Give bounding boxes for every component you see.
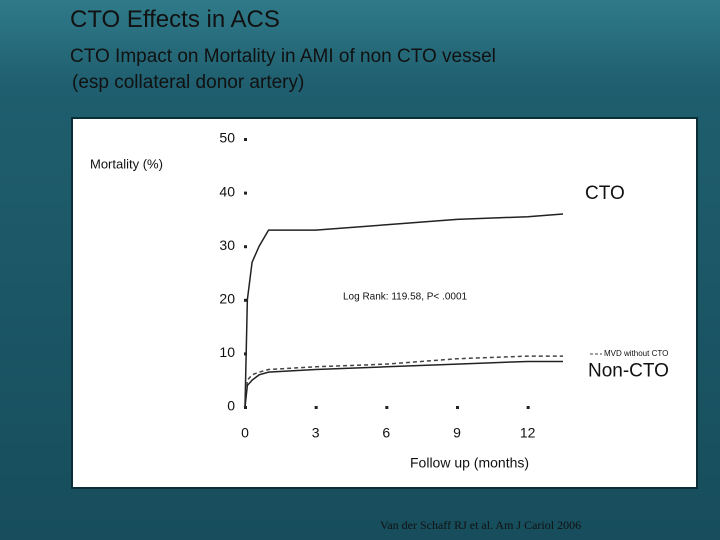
- line-series: [244, 355, 563, 408]
- y-tick: [244, 138, 247, 141]
- y-tick: [244, 191, 247, 195]
- y-tick-label: 0: [227, 398, 235, 414]
- chart-panel: [71, 117, 698, 489]
- y-tick-label: 30: [219, 237, 235, 253]
- x-tick-label: 9: [453, 425, 461, 441]
- line-series: [244, 360, 563, 408]
- y-tick-label: 40: [219, 183, 235, 199]
- legend-label: Non-CTO: [588, 360, 669, 381]
- x-tick: [314, 406, 318, 409]
- y-tick: [244, 245, 247, 249]
- annotation: Log Rank: 119.58, P< .0001: [343, 292, 468, 303]
- subtitle-line: CTO Impact on Mortality in AMI of non CT…: [70, 46, 496, 67]
- line-series: [244, 213, 564, 408]
- x-tick-label: 3: [312, 425, 320, 441]
- x-tick: [526, 406, 530, 409]
- y-tick-label: 20: [219, 291, 235, 307]
- citation: Van der Schaff RJ et al. Am J Cariol 200…: [380, 518, 582, 532]
- x-axis-label: Follow up (months): [410, 455, 529, 471]
- legend-label: CTO: [585, 183, 625, 204]
- y-tick: [244, 298, 247, 302]
- y-axis-label: Mortality (%): [90, 156, 163, 171]
- subtitle-line: (esp collateral donor artery): [72, 72, 305, 93]
- x-tick: [456, 406, 459, 409]
- y-tick-label: 10: [219, 344, 235, 360]
- x-tick-label: 12: [520, 425, 536, 441]
- x-tick-label: 0: [241, 425, 249, 441]
- x-tick: [244, 406, 247, 409]
- slide-title: CTO Effects in ACS: [70, 6, 280, 33]
- x-tick-label: 6: [382, 425, 390, 441]
- x-tick: [385, 406, 389, 409]
- legend-label: MVD without CTO: [604, 349, 668, 358]
- y-tick-label: 50: [219, 130, 235, 146]
